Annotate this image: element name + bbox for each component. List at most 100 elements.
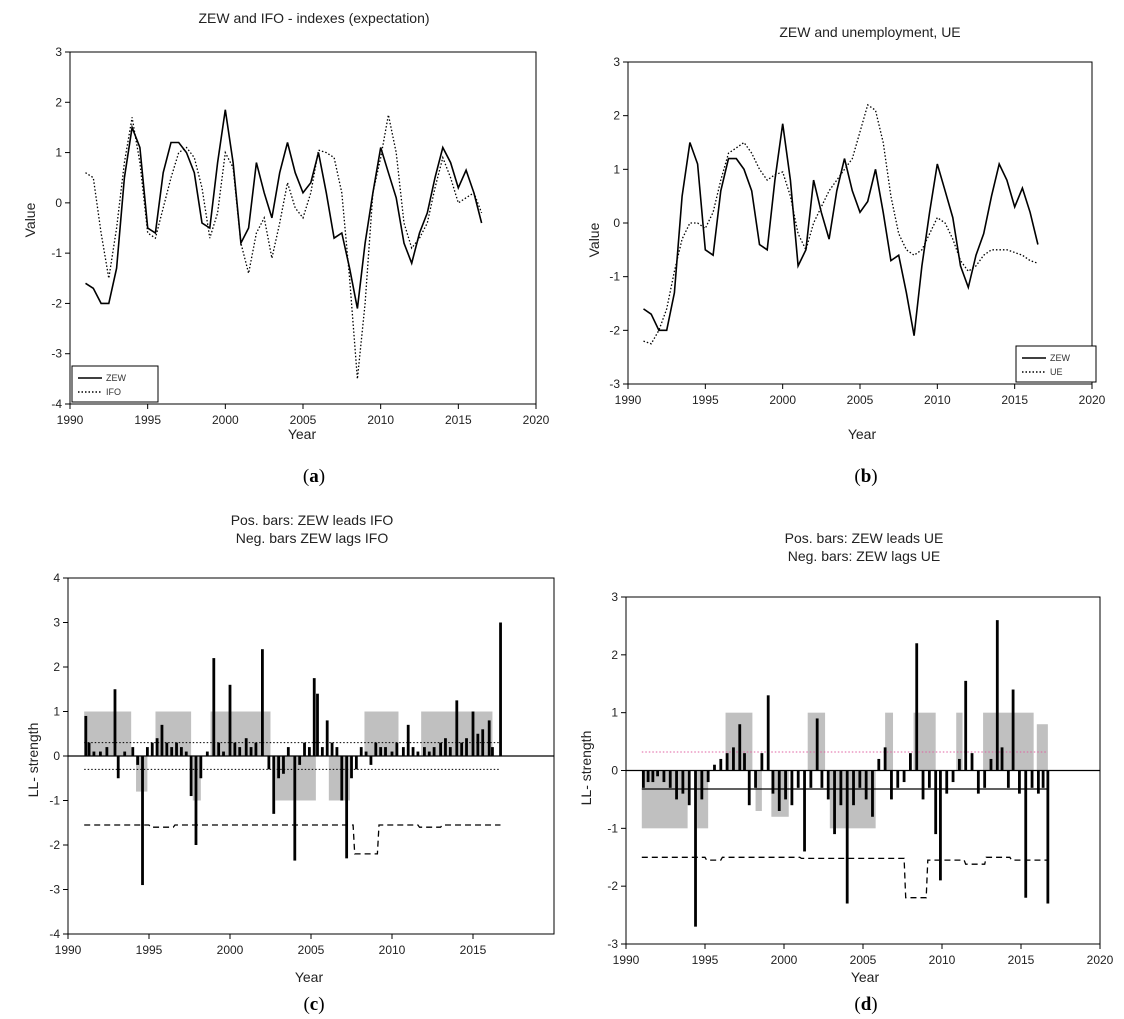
panel-d-ytick: 0 [611,764,618,778]
bar [345,756,349,859]
bar [222,751,225,756]
bar [379,747,383,756]
panel-c-ytick: -3 [49,883,60,897]
series-line-zew [643,123,1039,336]
bar [491,747,494,756]
bar [340,756,344,801]
bar [233,742,237,756]
bar [293,756,297,861]
panel-b-xtick: 2015 [1001,393,1028,407]
bar [141,756,144,886]
bar [743,753,746,771]
bar [390,751,394,756]
bar [909,753,912,771]
bar [416,751,420,756]
panel-a-legend-zew: ZEW [106,373,127,383]
bar [330,742,334,756]
bar [303,742,306,756]
panel-c-y-axis-label: LL- strength [25,723,41,798]
bar [651,770,655,783]
bar [427,751,431,756]
panel-a-xtick: 2005 [290,413,317,427]
panel-a-xtick: 2010 [367,413,394,427]
bar [766,695,770,771]
bar [883,747,887,771]
panel-d-xtick: 2005 [850,953,877,967]
bar [320,747,324,756]
panel-b-x-ticks: 1990 1995 2000 2005 2010 2015 2020 [615,393,1106,407]
panel-c-xtick: 1990 [55,943,82,957]
bar [970,753,974,771]
bar [460,742,464,756]
bar [939,770,942,881]
panel-b-caption-letter: b [861,466,872,487]
panel-b-plot-area [623,61,1093,389]
panel-b-xtick: 1995 [692,393,719,407]
bar [312,678,316,756]
panel-d-ytick: -2 [607,879,618,893]
bar [803,770,806,852]
bar [160,724,164,756]
bar [411,747,415,756]
panel-b-ytick: -1 [609,270,620,284]
bar [364,751,368,756]
panel-d-ytick: 2 [611,648,618,662]
panel-d-ytick: 1 [611,706,618,720]
bar [444,738,447,756]
panel-a-xtick: 2020 [523,413,550,427]
panel-b-caption: (b) [854,466,877,487]
panel-b-y-ticks: 3 2 1 0 -1 -2 -3 [609,55,620,391]
panel-c-xtick: 2005 [298,943,325,957]
panel-d-title: Pos. bars: ZEW leads UE [785,530,944,546]
bar [738,724,742,771]
panel-a-x-ticks: 1990 1995 2000 2005 2010 2015 2020 [57,413,550,427]
plot-frame [69,51,537,405]
panel-c: Pos. bars: ZEW leads IFO Neg. bars ZEW l… [25,512,555,1015]
bar [244,738,248,756]
panel-c-marks [68,622,554,886]
bar [995,620,999,771]
bar [465,738,468,756]
bar [170,747,174,756]
bar [858,770,862,788]
panel-d-ytick: 3 [611,590,618,604]
series-line-zew [85,109,483,309]
bar [282,756,285,774]
panel-b-ytick: 3 [613,55,620,69]
panel-c-caption: (c) [303,994,324,1015]
series-line-ue [643,103,1039,345]
panel-d-xtick: 2020 [1087,953,1114,967]
panel-d-xtick: 2000 [771,953,798,967]
panel-c-xtick: 1995 [136,943,163,957]
panel-d-caption: (d) [854,994,877,1015]
panel-b-xtick: 2000 [769,393,796,407]
bar [864,770,868,800]
bar [820,770,824,788]
bar [432,747,436,756]
bar [401,747,405,756]
bar [374,742,378,756]
panel-d: Pos. bars: ZEW leads UE Neg. bars: ZEW l… [578,530,1114,1015]
bar [662,770,666,783]
bar [1041,770,1045,788]
significance-band [885,712,894,771]
bar [105,747,109,756]
bar [212,658,216,756]
bar [641,770,645,788]
bar [92,751,96,756]
significance-band [328,756,350,801]
bar [646,770,650,783]
panel-c-xtick: 2015 [460,943,487,957]
bar [131,747,135,756]
bar [1018,770,1021,794]
bar [687,770,691,806]
bar [706,770,710,783]
panel-c-ytick: -2 [49,838,60,852]
panel-c-xtick: 2000 [217,943,244,957]
bar [976,770,980,794]
panel-a-caption-letter: a [309,466,319,487]
bar [316,693,319,756]
bar [481,729,485,756]
panel-b-ytick: 0 [613,216,620,230]
